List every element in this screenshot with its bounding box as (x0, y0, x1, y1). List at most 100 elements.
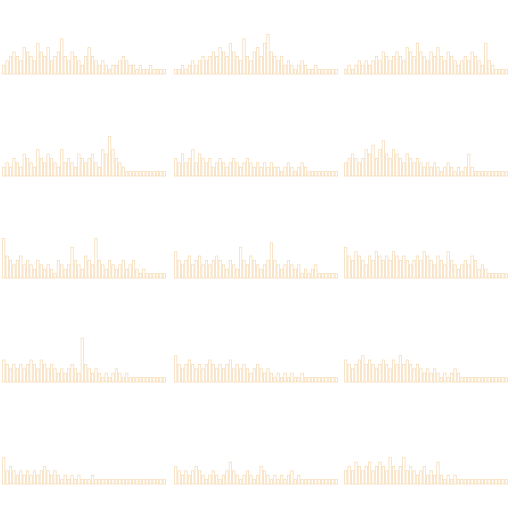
bar (108, 136, 112, 177)
bar (77, 474, 81, 485)
bar (276, 60, 280, 75)
bar (453, 368, 457, 383)
bar (470, 377, 474, 383)
bar (470, 51, 474, 75)
bar (39, 51, 43, 75)
bar (155, 479, 159, 485)
bar (429, 372, 433, 383)
bar (125, 268, 129, 279)
bar (215, 474, 219, 485)
bar (273, 260, 277, 279)
bar (361, 64, 365, 75)
bar (314, 479, 318, 485)
bar (114, 368, 119, 383)
bar (453, 264, 457, 279)
bar (145, 273, 149, 279)
bar (135, 69, 139, 75)
bar (152, 479, 156, 485)
bar (43, 364, 47, 383)
bar (155, 377, 159, 383)
bar (118, 479, 122, 485)
bar (177, 470, 181, 485)
bar (84, 56, 88, 75)
bar (228, 42, 232, 75)
bar (381, 359, 385, 383)
bar (177, 162, 181, 177)
bar (242, 38, 246, 75)
panel-r2-c3 (344, 140, 508, 177)
bar (252, 260, 256, 279)
bar (97, 260, 101, 279)
bar (181, 474, 185, 485)
bar (504, 377, 508, 383)
bar (446, 474, 450, 485)
bar (215, 162, 219, 177)
bar (497, 69, 502, 75)
bar (429, 166, 433, 177)
bar (480, 264, 484, 279)
bar (53, 368, 57, 383)
bar (80, 337, 84, 383)
bar (470, 255, 474, 279)
bar (491, 273, 495, 279)
bar (121, 166, 125, 177)
bar (381, 466, 385, 485)
panel-r2-c1 (2, 136, 166, 177)
panel-r1-c2 (174, 34, 338, 75)
bar (477, 171, 481, 177)
bar (263, 264, 267, 279)
bar (191, 470, 195, 485)
bar (357, 466, 361, 485)
bar (208, 264, 212, 279)
bar (60, 264, 64, 279)
bar (273, 56, 277, 75)
panel-r1-c1 (2, 38, 166, 75)
bar (491, 64, 495, 75)
bar (2, 457, 6, 485)
bar (9, 56, 13, 75)
bar (252, 51, 256, 75)
bar (314, 377, 318, 383)
bar (138, 273, 142, 279)
bar (474, 479, 478, 485)
bar (300, 60, 304, 75)
bar (84, 162, 88, 177)
bar (280, 268, 284, 279)
bar (443, 479, 447, 485)
panel-r4-c3 (344, 355, 508, 383)
bar (314, 264, 318, 279)
bar (381, 51, 385, 75)
bar (19, 470, 23, 485)
bar (218, 479, 222, 485)
bar (266, 34, 270, 75)
bar (433, 162, 437, 177)
bar (304, 479, 308, 485)
bar (60, 368, 64, 383)
bar (70, 51, 74, 75)
bar (198, 60, 202, 75)
bar (456, 268, 461, 279)
bar (70, 246, 74, 279)
bar (184, 470, 188, 485)
bar (162, 171, 166, 177)
bar (73, 56, 78, 75)
bar (460, 479, 464, 485)
bar (174, 158, 178, 177)
bar (111, 372, 115, 383)
bar (208, 158, 212, 177)
bar (310, 479, 314, 485)
bar (351, 260, 355, 279)
bar (450, 479, 454, 485)
bar (191, 60, 195, 75)
bar (87, 158, 91, 177)
bar (90, 474, 95, 485)
bar (439, 171, 443, 177)
bar (297, 166, 301, 177)
bar (450, 260, 454, 279)
bar (94, 479, 98, 485)
bar (321, 377, 325, 383)
bar (222, 264, 226, 279)
bar (307, 171, 311, 177)
bar (125, 171, 129, 177)
bar (474, 171, 478, 177)
